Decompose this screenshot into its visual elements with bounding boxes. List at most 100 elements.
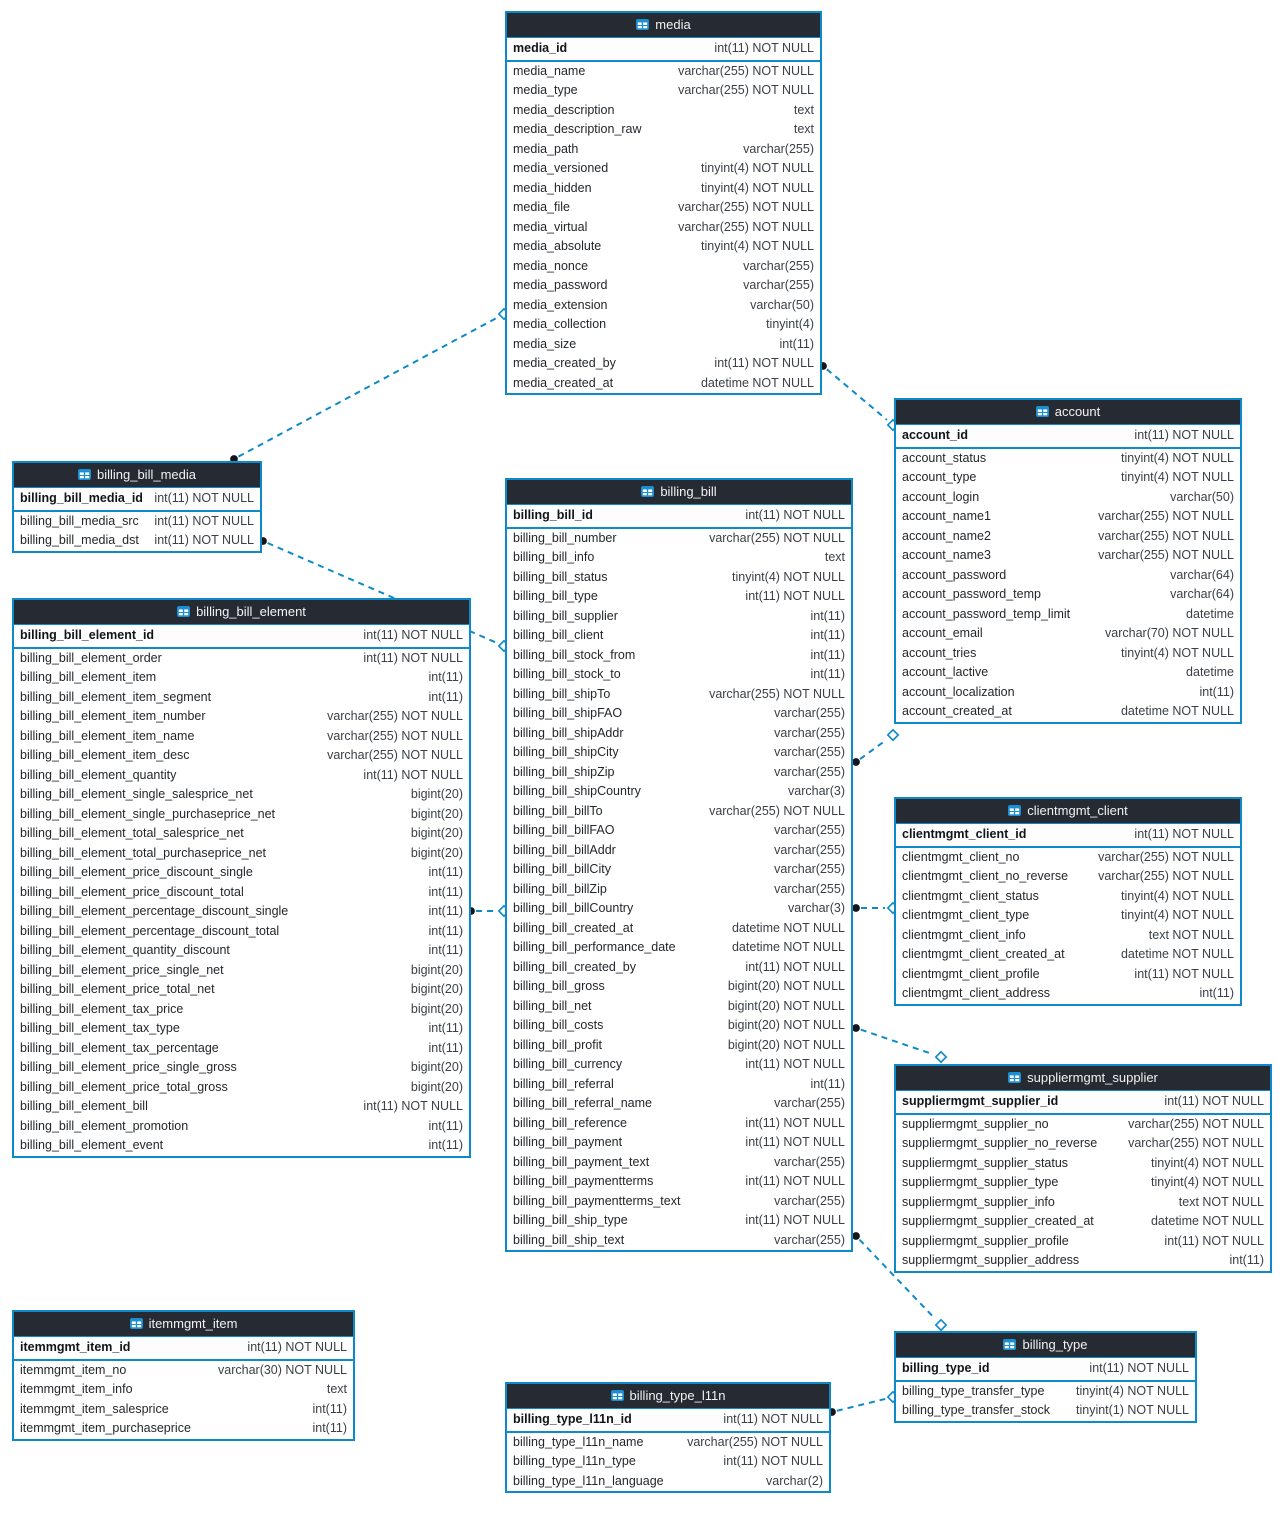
column-row[interactable]: media_virtual varchar(255) NOT NULL [507, 218, 820, 238]
column-row[interactable]: billing_bill_created_at datetime NOT NULL [507, 919, 851, 939]
column-row[interactable]: media_extension varchar(50) [507, 296, 820, 316]
column-row[interactable]: billing_bill_billCountry varchar(3) [507, 899, 851, 919]
column-row[interactable]: suppliermgmt_supplier_created_at datetime… [896, 1212, 1270, 1232]
column-row[interactable]: clientmgmt_client_address int(11) [896, 984, 1240, 1004]
column-row[interactable]: account_lactive datetime [896, 663, 1240, 683]
primary-key-row[interactable]: clientmgmt_client_id int(11) NOT NULL [896, 823, 1240, 848]
column-row[interactable]: billing_bill_profit bigint(20) NOT NULL [507, 1036, 851, 1056]
column-row[interactable]: billing_bill_paymentterms int(11) NOT NUL… [507, 1172, 851, 1192]
column-row[interactable]: billing_bill_shipFAO varchar(255) [507, 704, 851, 724]
column-row[interactable]: clientmgmt_client_status tinyint(4) NOT N… [896, 887, 1240, 907]
column-row[interactable]: billing_bill_performance_date datetime NO… [507, 938, 851, 958]
column-row[interactable]: billing_bill_payment_text varchar(255) [507, 1153, 851, 1173]
column-row[interactable]: account_localization int(11) [896, 683, 1240, 703]
column-row[interactable]: billing_bill_element_price_single_gross b… [14, 1058, 469, 1078]
column-row[interactable]: billing_bill_stock_to int(11) [507, 665, 851, 685]
column-row[interactable]: billing_type_l11n_type int(11) NOT NULL [507, 1452, 829, 1472]
column-row[interactable]: account_login varchar(50) [896, 488, 1240, 508]
column-row[interactable]: billing_type_l11n_language varchar(2) [507, 1472, 829, 1492]
column-row[interactable]: billing_bill_info text [507, 548, 851, 568]
column-row[interactable]: billing_bill_element_promotion int(11) [14, 1117, 469, 1137]
column-row[interactable]: account_status tinyint(4) NOT NULL [896, 449, 1240, 469]
column-row[interactable]: account_password_temp_limit datetime [896, 605, 1240, 625]
column-row[interactable]: billing_bill_client int(11) [507, 626, 851, 646]
column-row[interactable]: media_type varchar(255) NOT NULL [507, 81, 820, 101]
column-row[interactable]: billing_bill_element_event int(11) [14, 1136, 469, 1156]
column-row[interactable]: account_name3 varchar(255) NOT NULL [896, 546, 1240, 566]
column-row[interactable]: media_file varchar(255) NOT NULL [507, 198, 820, 218]
column-row[interactable]: billing_bill_shipCity varchar(255) [507, 743, 851, 763]
column-row[interactable]: clientmgmt_client_no varchar(255) NOT NUL… [896, 848, 1240, 868]
entity-header-billing_bill_element[interactable]: billing_bill_element [14, 600, 469, 624]
entity-suppliermgmt_supplier[interactable]: suppliermgmt_supplier suppliermgmt_suppli… [894, 1064, 1272, 1273]
column-row[interactable]: media_created_by int(11) NOT NULL [507, 354, 820, 374]
column-row[interactable]: billing_bill_shipCountry varchar(3) [507, 782, 851, 802]
column-row[interactable]: billing_bill_element_item_segment int(11) [14, 688, 469, 708]
column-row[interactable]: billing_bill_billZip varchar(255) [507, 880, 851, 900]
column-row[interactable]: billing_bill_element_price_discount_sing… [14, 863, 469, 883]
column-row[interactable]: billing_bill_created_by int(11) NOT NULL [507, 958, 851, 978]
column-row[interactable]: billing_bill_shipZip varchar(255) [507, 763, 851, 783]
primary-key-row[interactable]: billing_bill_media_id int(11) NOT NULL [14, 487, 260, 512]
column-row[interactable]: billing_bill_shipAddr varchar(255) [507, 724, 851, 744]
column-row[interactable]: billing_bill_media_src int(11) NOT NULL [14, 512, 260, 532]
column-row[interactable]: billing_bill_element_tax_price bigint(20) [14, 1000, 469, 1020]
column-row[interactable]: account_tries tinyint(4) NOT NULL [896, 644, 1240, 664]
column-row[interactable]: billing_bill_ship_text varchar(255) [507, 1231, 851, 1251]
column-row[interactable]: media_absolute tinyint(4) NOT NULL [507, 237, 820, 257]
column-row[interactable]: billing_bill_element_order int(11) NOT NU… [14, 649, 469, 669]
primary-key-row[interactable]: billing_type_l11n_id int(11) NOT NULL [507, 1408, 829, 1433]
column-row[interactable]: billing_bill_currency int(11) NOT NULL [507, 1055, 851, 1075]
column-row[interactable]: clientmgmt_client_no_reverse varchar(255)… [896, 867, 1240, 887]
column-row[interactable]: billing_bill_status tinyint(4) NOT NULL [507, 568, 851, 588]
entity-billing_bill_media[interactable]: billing_bill_media billing_bill_media_id i… [12, 461, 262, 553]
column-row[interactable]: suppliermgmt_supplier_address int(11) [896, 1251, 1270, 1271]
column-row[interactable]: account_name2 varchar(255) NOT NULL [896, 527, 1240, 547]
entity-header-account[interactable]: account [896, 400, 1240, 424]
column-row[interactable]: billing_bill_billFAO varchar(255) [507, 821, 851, 841]
column-row[interactable]: media_password varchar(255) [507, 276, 820, 296]
column-row[interactable]: billing_bill_element_quantity_discount in… [14, 941, 469, 961]
column-row[interactable]: billing_bill_shipTo varchar(255) NOT NULL [507, 685, 851, 705]
column-row[interactable]: media_hidden tinyint(4) NOT NULL [507, 179, 820, 199]
column-row[interactable]: itemmgmt_item_purchaseprice int(11) [14, 1419, 353, 1439]
entity-header-itemmgmt_item[interactable]: itemmgmt_item [14, 1312, 353, 1336]
column-row[interactable]: billing_bill_element_tax_percentage int(1… [14, 1039, 469, 1059]
column-row[interactable]: billing_bill_billAddr varchar(255) [507, 841, 851, 861]
column-row[interactable]: billing_bill_gross bigint(20) NOT NULL [507, 977, 851, 997]
primary-key-row[interactable]: account_id int(11) NOT NULL [896, 424, 1240, 449]
column-row[interactable]: media_path varchar(255) [507, 140, 820, 160]
column-row[interactable]: media_size int(11) [507, 335, 820, 355]
entity-header-billing_bill[interactable]: billing_bill [507, 480, 851, 504]
primary-key-row[interactable]: media_id int(11) NOT NULL [507, 37, 820, 62]
entity-header-billing_type[interactable]: billing_type [896, 1333, 1195, 1357]
column-row[interactable]: billing_bill_referral_name varchar(255) [507, 1094, 851, 1114]
column-row[interactable]: billing_bill_payment int(11) NOT NULL [507, 1133, 851, 1153]
column-row[interactable]: billing_type_transfer_type tinyint(4) NOT… [896, 1382, 1195, 1402]
entity-header-clientmgmt_client[interactable]: clientmgmt_client [896, 799, 1240, 823]
primary-key-row[interactable]: itemmgmt_item_id int(11) NOT NULL [14, 1336, 353, 1361]
column-row[interactable]: clientmgmt_client_profile int(11) NOT NUL… [896, 965, 1240, 985]
column-row[interactable]: billing_bill_element_percentage_discount… [14, 922, 469, 942]
column-row[interactable]: media_description_raw text [507, 120, 820, 140]
column-row[interactable]: billing_bill_reference int(11) NOT NULL [507, 1114, 851, 1134]
column-row[interactable]: account_email varchar(70) NOT NULL [896, 624, 1240, 644]
column-row[interactable]: media_created_at datetime NOT NULL [507, 374, 820, 394]
column-row[interactable]: suppliermgmt_supplier_type tinyint(4) NOT… [896, 1173, 1270, 1193]
column-row[interactable]: billing_bill_element_price_total_gross bi… [14, 1078, 469, 1098]
column-row[interactable]: clientmgmt_client_created_at datetime NOT… [896, 945, 1240, 965]
entity-media[interactable]: media media_id int(11) NOT NULL media_name v… [505, 11, 822, 395]
column-row[interactable]: billing_bill_element_total_salesprice_ne… [14, 824, 469, 844]
column-row[interactable]: billing_type_transfer_stock tinyint(1) NO… [896, 1401, 1195, 1421]
column-row[interactable]: billing_bill_ship_type int(11) NOT NULL [507, 1211, 851, 1231]
column-row[interactable]: media_description text [507, 101, 820, 121]
column-row[interactable]: billing_bill_net bigint(20) NOT NULL [507, 997, 851, 1017]
column-row[interactable]: media_versioned tinyint(4) NOT NULL [507, 159, 820, 179]
column-row[interactable]: billing_bill_referral int(11) [507, 1075, 851, 1095]
column-row[interactable]: itemmgmt_item_no varchar(30) NOT NULL [14, 1361, 353, 1381]
entity-header-billing_bill_media[interactable]: billing_bill_media [14, 463, 260, 487]
primary-key-row[interactable]: billing_type_id int(11) NOT NULL [896, 1357, 1195, 1382]
column-row[interactable]: suppliermgmt_supplier_status tinyint(4) N… [896, 1154, 1270, 1174]
column-row[interactable]: billing_type_l11n_name varchar(255) NOT N… [507, 1433, 829, 1453]
entity-billing_bill_element[interactable]: billing_bill_element billing_bill_element… [12, 598, 471, 1158]
